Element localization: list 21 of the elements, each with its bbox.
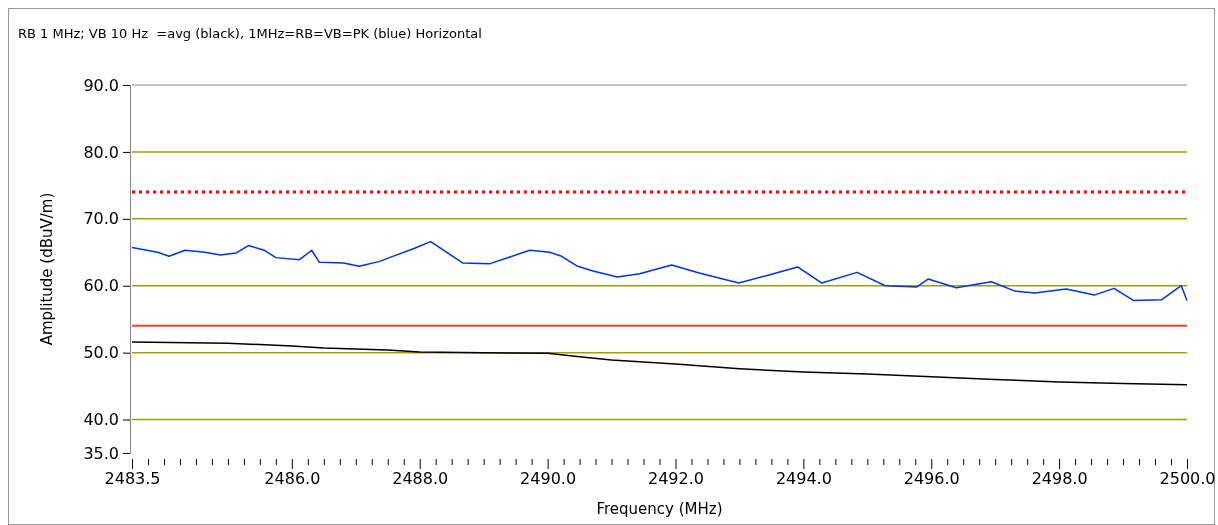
y-axis-title: Amplitude (dBuV/m) (38, 192, 56, 346)
x-tick-label: 2496.0 (903, 469, 960, 489)
y-tick-label: 40.0 (83, 410, 119, 430)
x-tick-label: 2494.0 (775, 469, 832, 489)
line-series (131, 240, 1188, 302)
x-tick-label: 2500.0 (1159, 469, 1216, 489)
x-tick-label: 2490.0 (520, 469, 577, 489)
x-tick-label: 2486.0 (264, 469, 321, 489)
x-tick-label: 2492.0 (647, 469, 704, 489)
y-tick-label: 80.0 (83, 142, 119, 162)
y-tick-label: 90.0 (83, 75, 119, 95)
x-tick-label: 2498.0 (1031, 469, 1088, 489)
x-tick-label: 2488.0 (392, 469, 449, 489)
y-tick-label: 35.0 (83, 443, 119, 463)
y-tick-label: 50.0 (83, 343, 119, 363)
x-axis-title: Frequency (MHz) (596, 500, 723, 518)
y-tick-label: 60.0 (83, 276, 119, 296)
x-tick-label: 2483.5 (104, 469, 161, 489)
line-series (131, 341, 1188, 386)
chart-title: RB 1 MHz; VB 10 Hz =avg (black), 1MHz=RB=VB=PK (blue) Horizontal (18, 26, 482, 41)
y-tick-label: 70.0 (83, 209, 119, 229)
